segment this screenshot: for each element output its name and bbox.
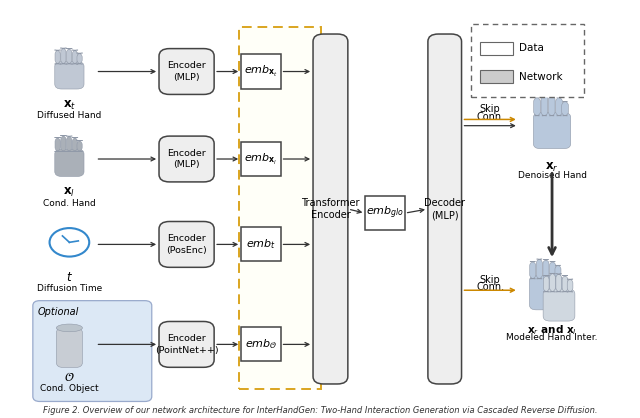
Bar xyxy=(365,196,404,230)
Text: $emb_{\mathbf{x}_l}$: $emb_{\mathbf{x}_l}$ xyxy=(244,151,278,166)
FancyBboxPatch shape xyxy=(313,34,348,384)
FancyBboxPatch shape xyxy=(66,48,72,64)
FancyBboxPatch shape xyxy=(562,102,568,116)
FancyBboxPatch shape xyxy=(534,97,540,116)
FancyBboxPatch shape xyxy=(543,260,549,279)
FancyBboxPatch shape xyxy=(543,289,575,321)
Text: Optional: Optional xyxy=(38,307,79,317)
Text: $\mathbf{x}_t$: $\mathbf{x}_t$ xyxy=(63,99,76,112)
FancyBboxPatch shape xyxy=(54,50,61,64)
FancyBboxPatch shape xyxy=(66,136,72,151)
Ellipse shape xyxy=(56,324,83,332)
Text: Diffused Hand: Diffused Hand xyxy=(37,111,102,120)
FancyBboxPatch shape xyxy=(533,112,571,149)
Text: Encoder
(MLP): Encoder (MLP) xyxy=(167,149,206,169)
FancyBboxPatch shape xyxy=(428,34,461,384)
FancyBboxPatch shape xyxy=(55,149,84,176)
Text: Network: Network xyxy=(519,72,563,82)
FancyBboxPatch shape xyxy=(530,262,536,279)
Text: $emb_{\mathbf{x}_t}$: $emb_{\mathbf{x}_t}$ xyxy=(244,64,278,79)
FancyBboxPatch shape xyxy=(76,140,83,151)
FancyBboxPatch shape xyxy=(72,50,78,64)
Text: Cond. Hand: Cond. Hand xyxy=(43,199,96,208)
Bar xyxy=(241,227,280,262)
FancyBboxPatch shape xyxy=(555,265,561,279)
FancyBboxPatch shape xyxy=(536,259,542,279)
Bar xyxy=(241,142,280,176)
Text: Encoder
(PointNet++): Encoder (PointNet++) xyxy=(155,334,218,354)
Text: Conn.: Conn. xyxy=(476,112,504,122)
FancyBboxPatch shape xyxy=(541,95,548,116)
Text: $\mathbf{x}_r$: $\mathbf{x}_r$ xyxy=(545,161,559,173)
Text: $\mathbf{x}_r$ and $\mathbf{x}_l$: $\mathbf{x}_r$ and $\mathbf{x}_l$ xyxy=(527,323,577,337)
Text: $t$: $t$ xyxy=(66,272,73,285)
FancyBboxPatch shape xyxy=(159,222,214,268)
FancyBboxPatch shape xyxy=(567,279,573,292)
FancyBboxPatch shape xyxy=(550,262,556,279)
FancyBboxPatch shape xyxy=(54,138,61,151)
Circle shape xyxy=(49,228,89,257)
Text: Figure 2. Overview of our network architecture for InterHandGen: Two-Hand Intera: Figure 2. Overview of our network archit… xyxy=(43,406,597,415)
Text: Denoised Hand: Denoised Hand xyxy=(518,171,586,180)
FancyBboxPatch shape xyxy=(543,275,549,292)
FancyBboxPatch shape xyxy=(548,95,555,116)
Text: $emb_{glo}$: $emb_{glo}$ xyxy=(366,205,404,222)
Text: $\mathcal{O}$: $\mathcal{O}$ xyxy=(64,372,75,385)
Bar xyxy=(239,26,321,389)
Text: $emb_{\mathcal{O}}$: $emb_{\mathcal{O}}$ xyxy=(244,337,277,351)
FancyBboxPatch shape xyxy=(159,48,214,94)
Bar xyxy=(479,42,513,55)
Text: Conn.: Conn. xyxy=(476,282,504,292)
Bar xyxy=(479,70,513,84)
FancyBboxPatch shape xyxy=(72,138,78,151)
FancyBboxPatch shape xyxy=(60,48,67,64)
FancyBboxPatch shape xyxy=(159,321,214,367)
Bar xyxy=(471,23,584,97)
FancyBboxPatch shape xyxy=(33,301,152,401)
FancyBboxPatch shape xyxy=(529,276,563,310)
FancyBboxPatch shape xyxy=(550,273,556,292)
Text: $emb_t$: $emb_t$ xyxy=(246,237,276,251)
FancyBboxPatch shape xyxy=(76,53,83,64)
Text: $\mathbf{x}_l$: $\mathbf{x}_l$ xyxy=(63,186,76,199)
Text: Encoder
(PosEnc): Encoder (PosEnc) xyxy=(166,234,207,255)
Text: Skip: Skip xyxy=(480,275,500,285)
FancyBboxPatch shape xyxy=(556,97,563,116)
FancyBboxPatch shape xyxy=(55,61,84,89)
Text: Decoder
(MLP): Decoder (MLP) xyxy=(424,198,465,220)
Text: Encoder
(MLP): Encoder (MLP) xyxy=(167,61,206,82)
FancyBboxPatch shape xyxy=(159,136,214,182)
FancyBboxPatch shape xyxy=(56,328,83,367)
FancyBboxPatch shape xyxy=(60,135,67,151)
FancyBboxPatch shape xyxy=(556,274,562,292)
Text: Cond. Object: Cond. Object xyxy=(40,384,99,393)
Text: Diffusion Time: Diffusion Time xyxy=(36,284,102,293)
Text: Modeled Hand Inter.: Modeled Hand Inter. xyxy=(506,334,598,342)
FancyBboxPatch shape xyxy=(562,275,568,292)
Bar xyxy=(241,327,280,362)
Text: Transformer
Encoder: Transformer Encoder xyxy=(301,198,360,220)
Text: Data: Data xyxy=(519,43,544,53)
Bar xyxy=(241,54,280,89)
Text: Skip: Skip xyxy=(480,104,500,114)
